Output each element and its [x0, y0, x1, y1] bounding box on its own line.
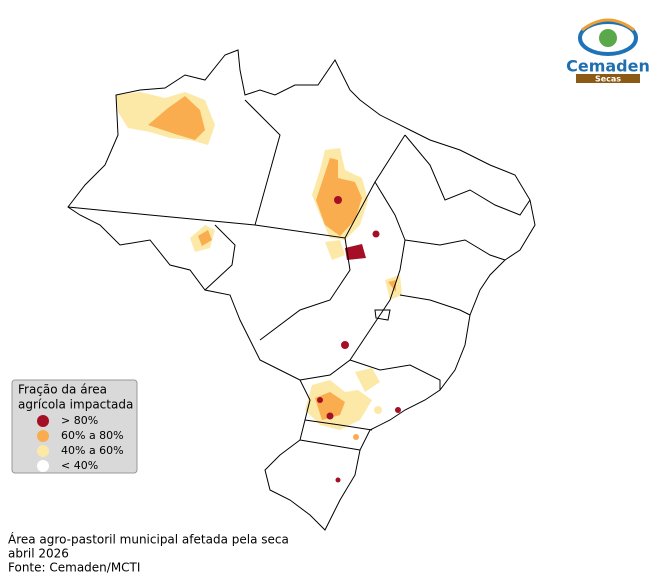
area [317, 397, 323, 403]
logo-eye [578, 20, 638, 56]
area [335, 477, 341, 483]
logo-iris [599, 29, 617, 47]
state-line [254, 134, 406, 239]
state-line [299, 439, 361, 451]
legend-swatch [37, 415, 49, 427]
logo-arc [581, 18, 635, 32]
legend: Fração da área agrícola impactada > 80% 6… [11, 379, 138, 474]
state-line [304, 419, 373, 431]
area [395, 407, 401, 413]
country-outline [67, 49, 536, 531]
area [148, 96, 205, 140]
area [374, 406, 382, 414]
state-line [259, 237, 351, 341]
affected-areas [116, 92, 402, 483]
state-line [404, 134, 531, 216]
area [345, 244, 366, 260]
area [353, 434, 359, 440]
state-line [204, 224, 236, 291]
area [334, 196, 342, 204]
logo-band [576, 74, 640, 83]
logo-name: Cemaden [566, 57, 650, 76]
state-line [399, 294, 471, 316]
area [355, 368, 380, 392]
state-line [404, 239, 506, 261]
area [325, 240, 345, 260]
area [372, 230, 380, 238]
caption: Área agro-pastoril municipal afetada pel… [8, 532, 289, 547]
logo-tag: Secas [595, 75, 621, 84]
area [198, 230, 212, 246]
caption: abril 2026 [8, 547, 69, 561]
state-line [374, 309, 391, 321]
legend-title: Fração da área [18, 383, 107, 397]
legend-label: 40% a 60% [61, 444, 124, 457]
state-line [349, 359, 441, 390]
area [326, 412, 334, 420]
legend-label: 60% a 80% [61, 429, 124, 442]
legend-swatch [37, 460, 49, 472]
caption: Fonte: Cemaden/MCTI [8, 561, 140, 575]
logo: Cemaden Secas [566, 18, 650, 84]
legend-label: < 40% [61, 459, 98, 472]
legend-title: agrícola impactada [18, 398, 133, 412]
legend-label: > 80% [61, 414, 98, 427]
borders [67, 49, 536, 531]
state-line [299, 181, 406, 381]
area [341, 341, 349, 349]
legend-swatch [37, 445, 49, 457]
legend-swatch [37, 430, 49, 442]
